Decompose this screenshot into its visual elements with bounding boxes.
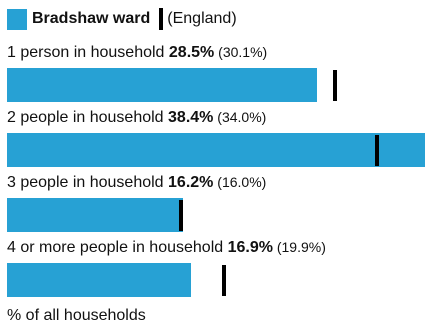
bar bbox=[7, 198, 184, 232]
category-name: 2 people in household bbox=[7, 109, 169, 126]
bar bbox=[7, 263, 191, 297]
legend-swatch-ward bbox=[7, 8, 27, 30]
value-label: 38.4% bbox=[168, 109, 214, 126]
category-label: 4 or more people in household 16.9% (19.… bbox=[7, 237, 326, 258]
reference-marker bbox=[179, 200, 184, 231]
x-axis-label: % of all households bbox=[7, 307, 146, 324]
reference-marker bbox=[221, 265, 226, 296]
reference-value-label: (16.0%) bbox=[213, 174, 267, 190]
category-label: 2 people in household 38.4% (34.0%) bbox=[7, 107, 266, 128]
bar bbox=[7, 68, 318, 102]
category-name: 4 or more people in household bbox=[7, 239, 228, 256]
legend-label-ward: Bradshaw ward bbox=[32, 10, 151, 27]
category-name: 3 people in household bbox=[7, 174, 169, 191]
value-label: 16.2% bbox=[168, 174, 214, 191]
value-label: 16.9% bbox=[227, 239, 273, 256]
category-label: 3 people in household 16.2% (16.0%) bbox=[7, 172, 266, 193]
reference-value-label: (30.1%) bbox=[214, 44, 268, 60]
legend-reference-marker bbox=[159, 8, 164, 30]
value-label: 28.5% bbox=[168, 44, 215, 61]
reference-value-label: (19.9%) bbox=[272, 239, 326, 255]
reference-value-label: (34.0%) bbox=[213, 109, 267, 125]
category-name: 1 person in household bbox=[7, 44, 169, 61]
reference-marker bbox=[375, 135, 380, 166]
legend: Bradshaw ward (England) bbox=[7, 8, 237, 30]
bar bbox=[7, 133, 425, 167]
reference-marker bbox=[332, 70, 337, 101]
legend-label-reference: (England) bbox=[167, 10, 237, 27]
category-label: 1 person in household 28.5% (30.1%) bbox=[7, 42, 267, 63]
